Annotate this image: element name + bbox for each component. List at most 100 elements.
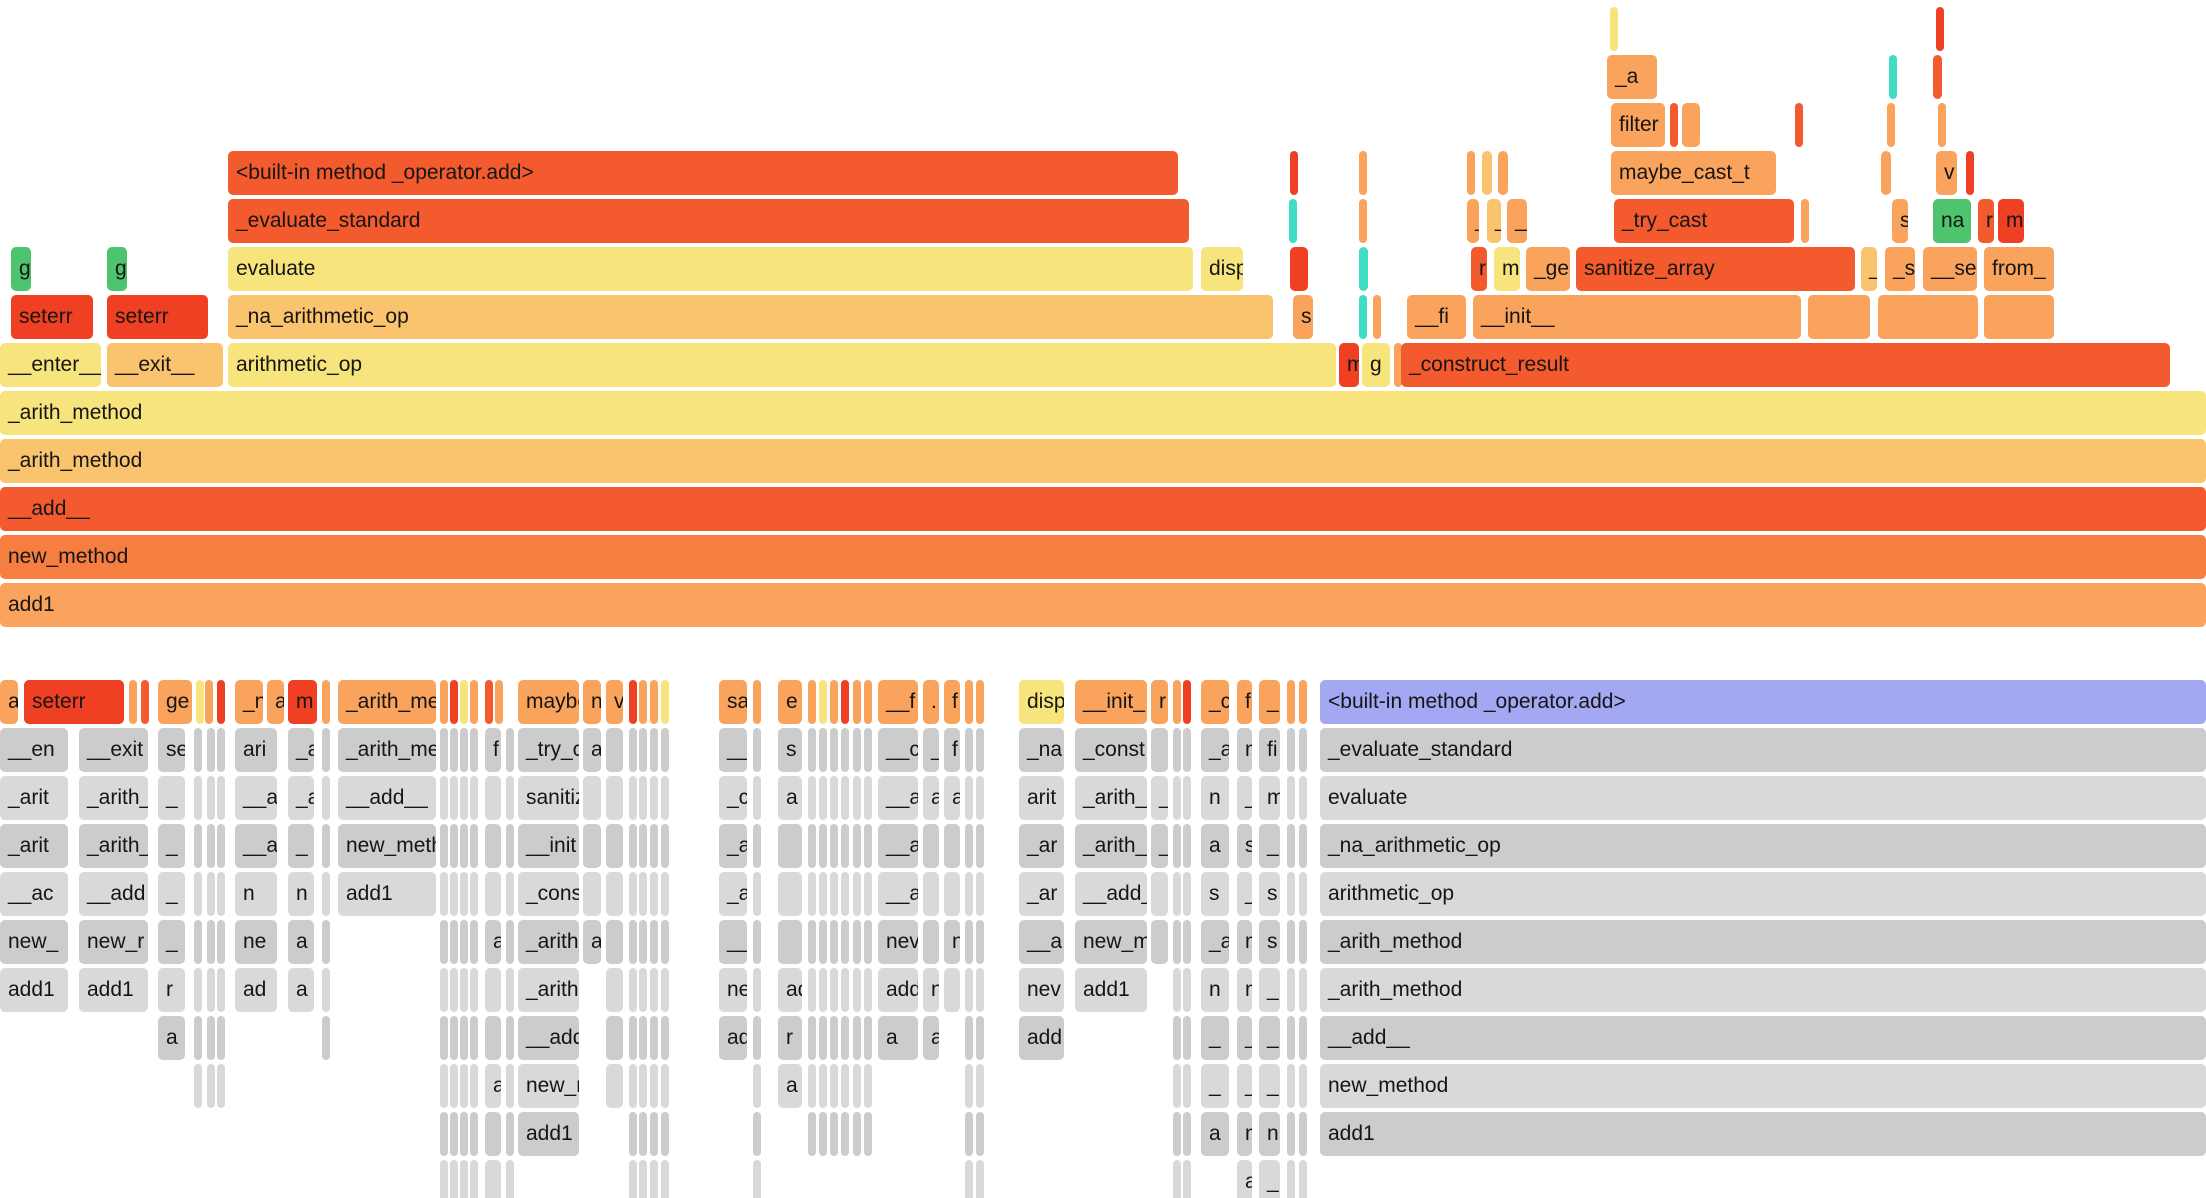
flame-frame[interactable]: _arith_met xyxy=(338,728,436,772)
flame-frame[interactable]: a xyxy=(0,680,18,724)
flame-frame[interactable] xyxy=(753,728,761,772)
flame-frame[interactable] xyxy=(650,680,658,724)
flame-frame[interactable] xyxy=(661,968,669,1012)
flame-frame[interactable]: _ xyxy=(1259,680,1280,724)
flame-frame[interactable] xyxy=(976,680,984,724)
flame-frame[interactable]: _ xyxy=(1467,199,1479,243)
flame-frame[interactable] xyxy=(1482,151,1492,195)
flame-frame[interactable]: s xyxy=(1259,920,1280,964)
flame-frame[interactable]: a xyxy=(267,680,284,724)
flame-frame[interactable] xyxy=(1289,199,1297,243)
flame-frame[interactable] xyxy=(1299,1160,1307,1198)
flame-frame[interactable]: __ xyxy=(719,920,747,964)
flame-frame[interactable] xyxy=(583,776,601,820)
flame-frame[interactable] xyxy=(440,1016,448,1060)
flame-frame[interactable] xyxy=(778,872,802,916)
flame-frame[interactable] xyxy=(661,920,669,964)
flame-frame[interactable]: __en xyxy=(0,728,68,772)
flame-frame[interactable] xyxy=(606,728,623,772)
flame-frame[interactable] xyxy=(819,1112,827,1156)
flame-frame[interactable]: ad xyxy=(235,968,277,1012)
flame-frame[interactable] xyxy=(965,968,973,1012)
flame-frame[interactable] xyxy=(205,680,213,724)
flame-frame[interactable] xyxy=(853,776,861,820)
flame-frame[interactable] xyxy=(322,776,330,820)
flame-frame[interactable]: _evaluate_standard xyxy=(228,199,1189,243)
flame-frame[interactable] xyxy=(1183,824,1191,868)
flame-frame[interactable] xyxy=(1183,1064,1191,1108)
flame-frame[interactable]: a xyxy=(944,776,960,820)
flame-frame[interactable] xyxy=(753,680,761,724)
flame-frame[interactable]: f xyxy=(944,680,960,724)
flame-frame[interactable]: __add__ xyxy=(1320,1016,2206,1060)
flame-frame[interactable] xyxy=(1287,872,1295,916)
flame-frame[interactable] xyxy=(650,728,658,772)
flame-frame[interactable]: n xyxy=(944,920,960,964)
flame-frame[interactable]: add1 xyxy=(518,1112,579,1156)
flame-frame[interactable] xyxy=(194,1064,202,1108)
flame-frame[interactable]: _arith_ xyxy=(1075,776,1147,820)
flame-frame[interactable] xyxy=(440,920,448,964)
flame-frame[interactable] xyxy=(661,872,669,916)
flame-frame[interactable] xyxy=(864,680,872,724)
flame-frame[interactable] xyxy=(819,824,827,868)
flame-frame[interactable]: s xyxy=(1201,872,1229,916)
flame-frame[interactable]: r xyxy=(1471,247,1487,291)
flame-frame[interactable] xyxy=(470,776,478,820)
flame-frame[interactable]: a xyxy=(158,1016,185,1060)
flame-frame[interactable]: _ xyxy=(158,776,185,820)
flame-frame[interactable]: ne xyxy=(719,968,747,1012)
flame-frame[interactable] xyxy=(1287,728,1295,772)
flame-frame[interactable]: _a xyxy=(719,824,747,868)
flame-frame[interactable] xyxy=(923,824,939,868)
flame-frame[interactable] xyxy=(141,680,149,724)
flame-frame[interactable]: __add__ xyxy=(0,487,2206,531)
flame-frame[interactable]: ne xyxy=(235,920,277,964)
flame-frame[interactable] xyxy=(976,872,984,916)
flame-frame[interactable] xyxy=(322,728,330,772)
flame-frame[interactable] xyxy=(194,776,202,820)
flame-frame[interactable] xyxy=(965,872,973,916)
flame-frame[interactable]: filter xyxy=(1611,103,1665,147)
flame-frame[interactable] xyxy=(470,1064,478,1108)
flame-frame[interactable] xyxy=(506,1112,514,1156)
flame-frame[interactable] xyxy=(485,776,501,820)
flame-frame[interactable] xyxy=(1287,920,1295,964)
flame-frame[interactable]: __a xyxy=(1019,920,1064,964)
flame-frame[interactable] xyxy=(1808,295,1870,339)
flame-frame[interactable] xyxy=(207,824,215,868)
flame-frame[interactable]: a xyxy=(288,968,314,1012)
flame-frame[interactable] xyxy=(650,920,658,964)
flame-frame[interactable] xyxy=(485,1112,501,1156)
flame-frame[interactable] xyxy=(1287,1016,1295,1060)
flame-frame[interactable]: _arith_method xyxy=(1320,968,2206,1012)
flame-frame[interactable] xyxy=(864,1064,872,1108)
flame-frame[interactable] xyxy=(207,920,215,964)
flame-frame[interactable]: _ xyxy=(1259,1064,1280,1108)
flame-frame[interactable] xyxy=(639,1016,647,1060)
flame-frame[interactable] xyxy=(470,680,478,724)
flame-frame[interactable]: m xyxy=(1259,776,1280,820)
flame-frame[interactable] xyxy=(485,824,501,868)
flame-frame[interactable] xyxy=(1299,680,1307,724)
flame-frame[interactable]: _arit xyxy=(0,824,68,868)
flame-frame[interactable] xyxy=(1287,1160,1295,1198)
flame-frame[interactable] xyxy=(606,1064,623,1108)
flame-frame[interactable] xyxy=(661,728,669,772)
flame-frame[interactable]: m xyxy=(1339,343,1359,387)
flame-frame[interactable]: n xyxy=(923,968,939,1012)
flame-frame[interactable]: _a xyxy=(1607,55,1657,99)
flame-frame[interactable] xyxy=(1287,968,1295,1012)
flame-frame[interactable] xyxy=(808,920,816,964)
flame-frame[interactable]: add1 xyxy=(1320,1112,2206,1156)
flame-frame[interactable]: sanitiz xyxy=(518,776,579,820)
flame-frame[interactable] xyxy=(661,776,669,820)
flame-frame[interactable]: s xyxy=(778,728,802,772)
flame-frame[interactable]: _ xyxy=(1259,968,1280,1012)
flame-frame[interactable] xyxy=(808,968,816,1012)
flame-frame[interactable] xyxy=(207,728,215,772)
flame-frame[interactable] xyxy=(1173,824,1181,868)
flame-frame[interactable] xyxy=(1287,1064,1295,1108)
flame-frame[interactable]: n xyxy=(1237,1112,1252,1156)
